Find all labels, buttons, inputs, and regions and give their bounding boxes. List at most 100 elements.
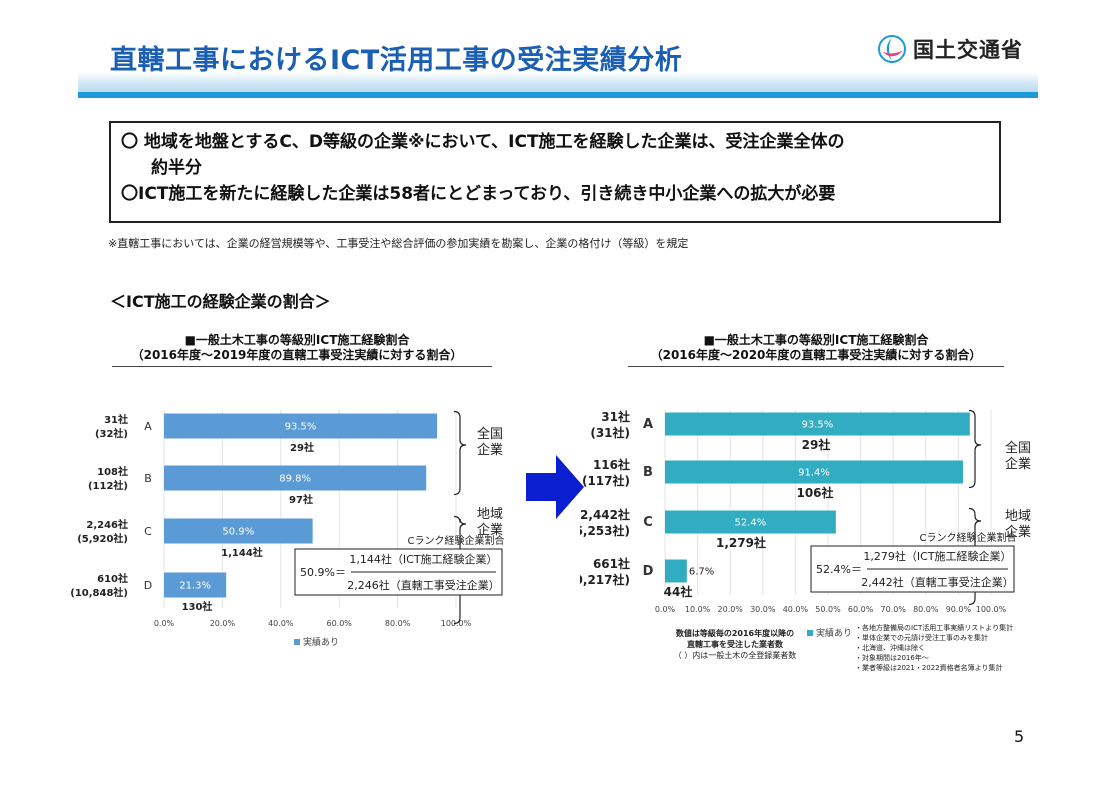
x-tick-label: 60.0% [326,619,352,628]
row-total-label: (117社) [582,473,630,488]
x-tick-label: 80.0% [385,619,411,628]
row-count-label: 2,442社 [580,507,630,522]
bar-value-label: 50.9% [222,527,254,538]
chart1-title-rule [112,366,492,367]
bar-value-label: 93.5% [802,420,834,431]
mlit-logo-icon [878,35,906,63]
experienced-count-label: 106社 [796,485,833,500]
category-label: C [643,515,653,530]
x-tick-label: 50.0% [815,605,841,614]
category-label: D [643,564,654,579]
chart1: 0.0% 20.0% 40.0% 60.0% 80.0% 100.0%93.5%A31社(… [70,410,505,648]
row-total-label: (32社) [95,427,128,440]
x-tick-label: 80.0% [913,605,939,614]
x-tick-label: 0.0% [154,619,175,628]
transition-arrow-icon [526,455,584,519]
x-tick-label: 10.0% [685,605,711,614]
x-tick-label: 20.0% [717,605,743,614]
chart2-title-rule [628,366,1004,367]
formula-lhs: 50.9%＝ [300,566,346,579]
bar-D [164,572,227,598]
group-bracket [968,507,982,606]
formula-caption: Cランク経験企業割合 [408,534,505,547]
row-count-label: 661社 [593,556,630,571]
bar-A [164,413,438,439]
x-tick-label: 100.0% [976,605,1007,614]
footnote-left-line: 数値は等級毎の2016年度以降の [676,628,794,638]
bar-value-label: 6.7% [689,567,714,578]
row-total-label: (10,848社) [70,586,128,599]
row-count-label: 610社 [97,572,128,585]
row-count-label: 116社 [593,457,630,472]
group-label: 全国 [477,426,503,442]
bar-B [665,460,963,484]
page-title: 直轄工事におけるICT活用工事の受注実績分析 [110,45,683,76]
row-total-label: (10,217社) [580,572,630,587]
row-count-label: 31社 [601,409,630,424]
group-label: 企業 [477,522,503,538]
legend-label: 実績あり [816,627,852,639]
footnote-right-line: ・北海道、沖縄は除く [855,643,925,652]
experienced-count-label: 97社 [289,493,313,506]
x-tick-label: 40.0% [268,619,294,628]
footnote-right-line: ・単体企業での元請け受注工事のみを集計 [855,633,988,642]
row-count-label: 2,246社 [86,518,128,531]
footnote-right-line: ・業者等級は2021・2022資格者名簿より集計 [855,663,1003,672]
category-label: B [643,465,653,480]
chart2: 0.0% 10.0% 20.0% 30.0% 40.0% 50.0% 60.0% 70.0% 8… [580,409,1031,672]
legend-swatch [294,639,300,645]
chart1-title: ■一般土木工事の等級別ICT施工経験割合 [184,333,410,347]
summary-line-1: 〇 地域を地盤とするC、D等級の企業※において、ICT施工を経験した企業は、受注… [121,132,845,152]
x-tick-label: 40.0% [783,605,809,614]
formula-denominator: 2,246社（直轄工事受注企業） [347,578,500,592]
chart2-title: ■一般土木工事の等級別ICT施工経験割合 [703,333,929,347]
group-bracket [453,410,467,496]
formula-numerator: 1,279社（ICT施工経験企業） [863,549,1011,563]
row-total-label: (6,253社) [580,523,630,538]
chart2-subtitle: （2016年度～2020年度の直轄工事受注実績に対する割合） [650,348,982,362]
experienced-count-label: 44社 [664,584,693,599]
row-total-label: (5,920社) [77,532,128,545]
legend-swatch [807,630,813,636]
row-count-label: 108社 [97,465,128,478]
bar-value-label: 21.3% [179,581,211,592]
chart2-title-block: ■一般土木工事の等級別ICT施工経験割合 （2016年度～2020年度の直轄工事… [636,333,996,363]
x-tick-label: 90.0% [946,605,972,614]
formula-denominator: 2,442社（直轄工事受注企業） [861,575,1014,589]
category-label: A [643,417,653,432]
x-tick-label: 0.0% [655,605,676,614]
x-tick-label: 70.0% [880,605,906,614]
category-label: A [144,420,152,433]
legend-label: 実績あり [303,636,339,648]
group-label: 地域 [1005,509,1031,524]
category-label: B [144,472,152,485]
summary-line-2: 〇ICT施工を新たに経験した企業は58者にとどまっており、引き続き中小企業への拡… [121,184,836,204]
page-number: 5 [1014,727,1025,746]
bar-value-label: 89.8% [279,474,311,485]
row-count-label: 31社 [104,413,128,426]
bar-value-label: 52.4% [735,518,767,529]
footnote-left-line: （ ）内は一般土木の全登録業者数 [674,650,797,660]
bar-C [665,510,836,534]
summary-box: 〇 地域を地盤とするC、D等級の企業※において、ICT施工を経験した企業は、受注… [109,121,1001,223]
category-label: C [144,525,152,538]
experienced-count-label: 1,144社 [221,546,263,559]
footnote-right-line: ・対象期間は2016年～ [855,653,929,662]
group-label: 地域 [477,507,503,522]
x-tick-label: 20.0% [210,619,236,628]
title-band [78,72,1038,92]
group-bracket [968,409,982,489]
summary-line-1-cont: 約半分 [151,158,202,178]
title-underline [78,92,1038,98]
experienced-count-label: 130社 [182,600,213,613]
group-label: 企業 [1005,456,1031,472]
footnote-right-line: ・各地方整備局のICT活用工事実績リストより集計 [855,623,1013,632]
logo: 国土交通省 [877,34,1023,64]
group-label: 全国 [1005,440,1031,456]
bar-C [164,518,313,544]
row-total-label: (112社) [88,479,128,492]
category-label: D [144,579,152,592]
bar-A [665,412,970,436]
logo-text: 国土交通省 [913,38,1023,62]
chart1-title-block: ■一般土木工事の等級別ICT施工経験割合 （2016年度～2019年度の直轄工事… [112,333,482,363]
